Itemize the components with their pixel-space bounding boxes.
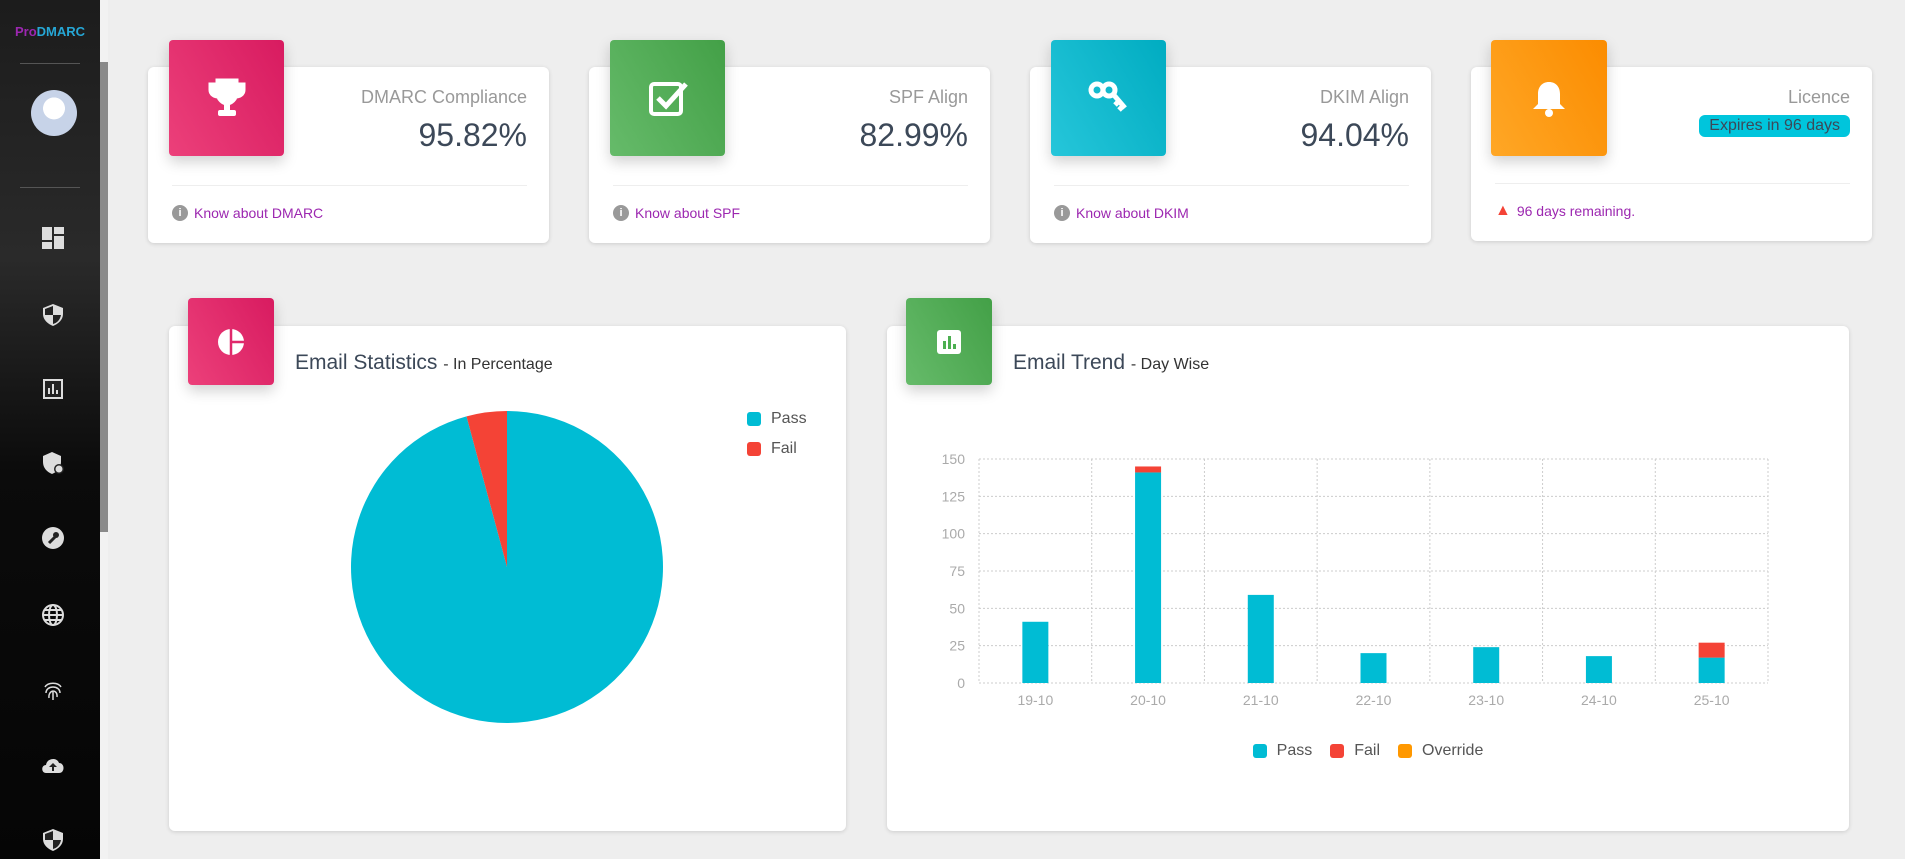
scrollbar-thumb[interactable] — [100, 62, 108, 532]
divider — [172, 185, 527, 186]
legend-label: Fail — [771, 440, 797, 457]
know-about-spf-link[interactable]: i Know about SPF — [613, 205, 740, 221]
card-value: 94.04% — [1300, 117, 1409, 153]
link-text: Know about SPF — [635, 205, 741, 221]
legend-item-pass[interactable]: Pass — [1252, 742, 1313, 760]
shield-icon[interactable] — [34, 821, 72, 859]
bar-pass-23-10[interactable] — [1473, 647, 1500, 683]
x-tick-label: 23-10 — [1468, 692, 1504, 708]
sidebar: ProDMARC — [0, 0, 100, 859]
legend-label: Override — [1422, 742, 1484, 759]
pie-slice-fail[interactable] — [466, 411, 507, 567]
email-trend-card: Email Trend - Day Wise 0 25 50 75 100 125 150 1… — [887, 326, 1849, 831]
y-tick-label: 100 — [942, 526, 966, 542]
x-tick-label: 19-10 — [1017, 692, 1053, 708]
warning-icon: ▲ — [1495, 202, 1511, 219]
key-icon — [1051, 40, 1166, 156]
avatar[interactable] — [31, 90, 77, 136]
x-tick-label: 24-10 — [1581, 692, 1617, 708]
link-text: Know about DKIM — [1076, 205, 1189, 221]
subtitle-text: - Day Wise — [1130, 356, 1210, 373]
card-label: DKIM Align — [1319, 87, 1409, 107]
email-statistics-card: Email Statistics - In Percentage Pass Fa… — [169, 326, 846, 831]
divider — [613, 185, 968, 186]
bar-pass-21-10[interactable] — [1247, 594, 1274, 683]
y-tick-label: 150 — [942, 451, 966, 467]
card-value: 95.82% — [418, 117, 527, 153]
legend-swatch — [747, 412, 761, 426]
trophy-icon — [169, 40, 284, 156]
x-tick-label: 25-10 — [1694, 692, 1730, 708]
logo[interactable]: ProDMARC — [0, 24, 100, 39]
wrench-icon[interactable] — [34, 519, 72, 557]
legend-label: Fail — [1354, 742, 1380, 759]
y-tick-label: 50 — [949, 600, 965, 616]
y-tick-label: 25 — [949, 638, 965, 654]
legend-item-override[interactable]: Override — [1398, 742, 1483, 760]
legend-item-fail[interactable]: Fail — [747, 440, 797, 458]
sidebar-scrollbar[interactable] — [100, 0, 108, 859]
logo-text-pro: Pro — [14, 24, 37, 39]
chart-legend: Pass Fail Override — [887, 742, 1849, 760]
legend-swatch — [747, 442, 761, 456]
x-tick-label: 22-10 — [1356, 692, 1392, 708]
title-text: Email Trend — [1013, 351, 1126, 374]
bar-chart: 0 25 50 75 100 125 150 19-10 20-10 21-10 22-10 23-1… — [942, 451, 1769, 708]
know-about-dkim-link[interactable]: i Know about DKIM — [1054, 205, 1189, 221]
y-tick-label: 75 — [949, 563, 965, 579]
legend-label: Pass — [771, 410, 807, 427]
fingerprint-icon[interactable] — [34, 672, 72, 710]
licence-note: ▲ 96 days remaining. — [1495, 202, 1635, 220]
bell-icon — [1491, 40, 1607, 156]
info-icon: i — [172, 205, 188, 221]
card-title: Email Trend - Day Wise — [1013, 351, 1209, 375]
cloud-upload-icon[interactable] — [34, 746, 72, 784]
legend-item-fail[interactable]: Fail — [1330, 742, 1380, 760]
info-icon: i — [613, 205, 629, 221]
card-label: Licence — [1787, 87, 1850, 107]
card-title: Email Statistics - In Percentage — [295, 351, 553, 375]
bar-pass-22-10[interactable] — [1360, 653, 1387, 683]
bar-fail-25-10[interactable] — [1698, 642, 1725, 658]
legend-item-pass[interactable]: Pass — [747, 410, 807, 428]
bar-pass-19-10[interactable] — [1022, 621, 1049, 683]
dashboard-icon[interactable] — [34, 219, 72, 257]
logo-text-dmarc: DMARC — [36, 24, 86, 39]
bar-pass-24-10[interactable] — [1585, 656, 1612, 683]
note-text: 96 days remaining. — [1516, 203, 1636, 219]
x-tick-label: 20-10 — [1130, 692, 1166, 708]
card-label: DMARC Compliance — [360, 87, 527, 107]
divider — [20, 63, 80, 64]
divider — [20, 187, 80, 188]
pie-chart-icon — [188, 298, 274, 385]
bar-fail-20-10[interactable] — [1135, 466, 1162, 473]
link-text: Know about DMARC — [194, 205, 324, 221]
legend-swatch — [1330, 744, 1345, 758]
know-about-dmarc-link[interactable]: i Know about DMARC — [172, 205, 323, 221]
bar-pass-20-10[interactable] — [1135, 472, 1162, 683]
y-tick-label: 0 — [957, 675, 965, 691]
bar-chart-icon — [906, 298, 992, 385]
bar-pass-25-10[interactable] — [1698, 657, 1725, 683]
legend-swatch — [1398, 744, 1412, 758]
expiry-badge: Expires in 96 days — [1699, 115, 1850, 137]
title-text: Email Statistics — [295, 351, 438, 374]
bar-chart-icon[interactable] — [34, 370, 72, 408]
card-label: SPF Align — [888, 87, 968, 107]
shield-icon[interactable] — [34, 296, 72, 334]
globe-icon[interactable] — [34, 596, 72, 634]
pie-chart — [350, 411, 663, 723]
card-value: 82.99% — [859, 117, 968, 153]
check-box-icon — [610, 40, 725, 156]
y-tick-label: 125 — [942, 488, 966, 504]
x-tick-label: 21-10 — [1243, 692, 1279, 708]
divider — [1495, 183, 1850, 184]
shield-user-icon[interactable] — [34, 444, 72, 482]
info-icon: i — [1054, 205, 1070, 221]
subtitle-text: - In Percentage — [443, 356, 553, 373]
legend-label: Pass — [1276, 742, 1313, 759]
legend-swatch — [1252, 744, 1267, 758]
divider — [1054, 185, 1409, 186]
